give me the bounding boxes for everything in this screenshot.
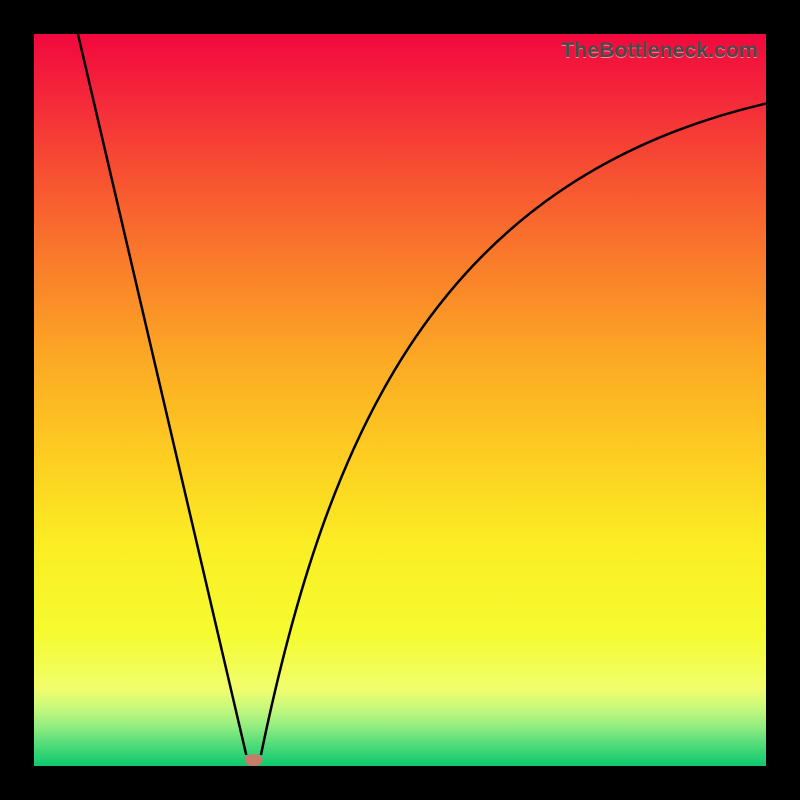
border-top [0, 0, 800, 34]
background-rect [34, 34, 766, 766]
border-right [766, 0, 800, 800]
border-bottom [0, 766, 800, 800]
border-left [0, 0, 34, 800]
plot-area: TheBottleneck.com [34, 34, 766, 766]
chart-svg [34, 34, 766, 766]
minimum-marker [245, 754, 263, 766]
watermark-text: TheBottleneck.com [561, 38, 758, 63]
chart-frame: TheBottleneck.com [0, 0, 800, 800]
